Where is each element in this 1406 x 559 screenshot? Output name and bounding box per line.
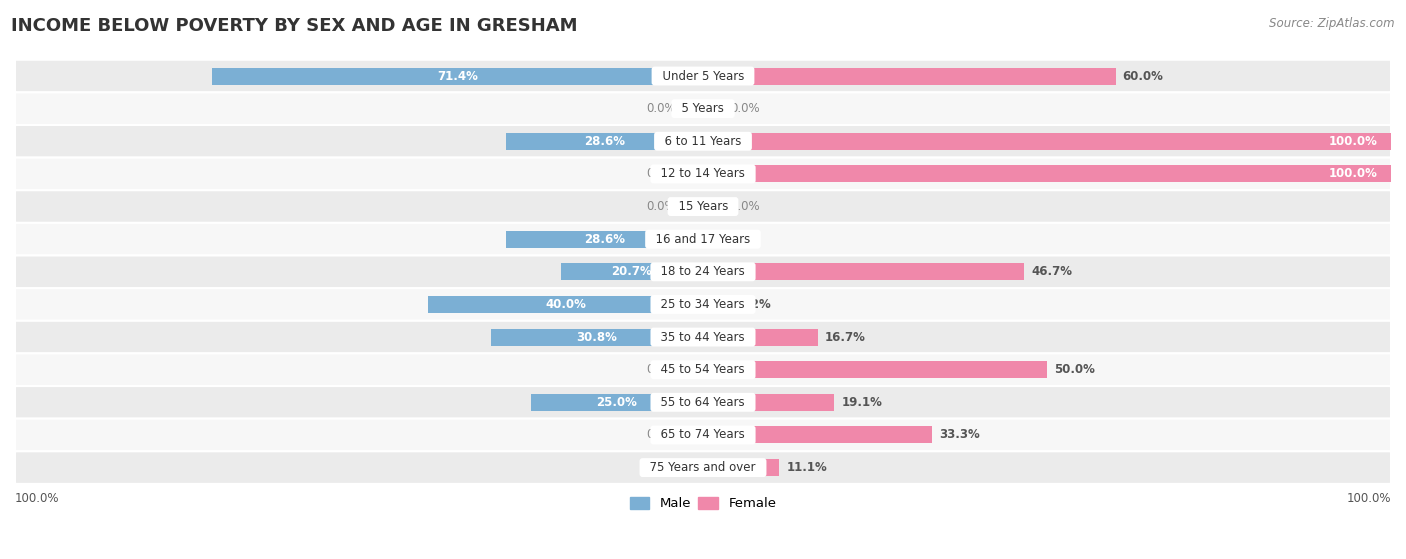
Text: 65 to 74 Years: 65 to 74 Years [654, 428, 752, 442]
Text: 35 to 44 Years: 35 to 44 Years [654, 330, 752, 344]
Bar [491, 329, 703, 345]
Text: 100.0%: 100.0% [15, 492, 59, 505]
FancyBboxPatch shape [15, 419, 1391, 451]
Text: 5 Years: 5 Years [675, 102, 731, 115]
FancyBboxPatch shape [15, 125, 1391, 158]
Bar [703, 165, 1391, 182]
Text: 100.0%: 100.0% [1329, 168, 1378, 181]
Text: Source: ZipAtlas.com: Source: ZipAtlas.com [1270, 17, 1395, 30]
Bar [506, 231, 703, 248]
Text: 25.0%: 25.0% [596, 396, 637, 409]
Bar [703, 68, 1116, 84]
Text: 18 to 24 Years: 18 to 24 Years [654, 266, 752, 278]
Bar [682, 361, 703, 378]
Bar [703, 427, 932, 443]
Bar [427, 296, 703, 313]
Text: 0.0%: 0.0% [645, 102, 675, 115]
Text: 45 to 54 Years: 45 to 54 Years [654, 363, 752, 376]
Text: 15 Years: 15 Years [671, 200, 735, 213]
Text: 0.0%: 0.0% [731, 200, 761, 213]
Text: 33.3%: 33.3% [939, 428, 980, 442]
Text: 55 to 64 Years: 55 to 64 Years [654, 396, 752, 409]
FancyBboxPatch shape [15, 255, 1391, 288]
FancyBboxPatch shape [15, 321, 1391, 353]
FancyBboxPatch shape [15, 451, 1391, 484]
Text: 0.0%: 0.0% [645, 461, 675, 474]
Text: 16 and 17 Years: 16 and 17 Years [648, 233, 758, 246]
FancyBboxPatch shape [15, 386, 1391, 419]
Bar [561, 263, 703, 280]
Text: 40.0%: 40.0% [546, 298, 586, 311]
FancyBboxPatch shape [15, 92, 1391, 125]
Text: 16.7%: 16.7% [825, 330, 866, 344]
FancyBboxPatch shape [15, 288, 1391, 321]
Text: 0.0%: 0.0% [731, 233, 761, 246]
Bar [682, 427, 703, 443]
Legend: Male, Female: Male, Female [624, 491, 782, 515]
Bar [703, 100, 724, 117]
Text: 0.0%: 0.0% [645, 200, 675, 213]
Text: 12 to 14 Years: 12 to 14 Years [654, 168, 752, 181]
Bar [703, 361, 1047, 378]
Text: 50.0%: 50.0% [1054, 363, 1095, 376]
Bar [506, 133, 703, 150]
Text: 6 to 11 Years: 6 to 11 Years [657, 135, 749, 148]
Bar [703, 459, 779, 476]
Bar [703, 329, 818, 345]
FancyBboxPatch shape [15, 158, 1391, 190]
Text: 100.0%: 100.0% [1329, 135, 1378, 148]
FancyBboxPatch shape [15, 190, 1391, 223]
Bar [703, 231, 724, 248]
Text: 100.0%: 100.0% [1347, 492, 1391, 505]
Text: 0.0%: 0.0% [731, 102, 761, 115]
Text: 75 Years and over: 75 Years and over [643, 461, 763, 474]
Bar [682, 198, 703, 215]
Bar [703, 296, 733, 313]
Bar [682, 459, 703, 476]
Text: 20.7%: 20.7% [612, 266, 652, 278]
Text: 0.0%: 0.0% [645, 363, 675, 376]
Bar [682, 100, 703, 117]
Bar [703, 263, 1025, 280]
Text: 71.4%: 71.4% [437, 69, 478, 83]
Bar [703, 198, 724, 215]
Text: INCOME BELOW POVERTY BY SEX AND AGE IN GRESHAM: INCOME BELOW POVERTY BY SEX AND AGE IN G… [11, 17, 578, 35]
Text: 28.6%: 28.6% [583, 135, 626, 148]
FancyBboxPatch shape [15, 223, 1391, 255]
Text: 19.1%: 19.1% [841, 396, 882, 409]
Text: 4.2%: 4.2% [738, 298, 772, 311]
Bar [531, 394, 703, 411]
Text: 46.7%: 46.7% [1031, 266, 1073, 278]
Text: 25 to 34 Years: 25 to 34 Years [654, 298, 752, 311]
Text: 11.1%: 11.1% [786, 461, 827, 474]
Text: 30.8%: 30.8% [576, 330, 617, 344]
Text: 60.0%: 60.0% [1122, 69, 1164, 83]
Bar [703, 394, 834, 411]
Bar [703, 133, 1391, 150]
Text: 0.0%: 0.0% [645, 428, 675, 442]
Text: 0.0%: 0.0% [645, 168, 675, 181]
FancyBboxPatch shape [15, 60, 1391, 92]
Text: 28.6%: 28.6% [583, 233, 626, 246]
Bar [682, 165, 703, 182]
Bar [212, 68, 703, 84]
FancyBboxPatch shape [15, 353, 1391, 386]
Text: Under 5 Years: Under 5 Years [655, 69, 751, 83]
